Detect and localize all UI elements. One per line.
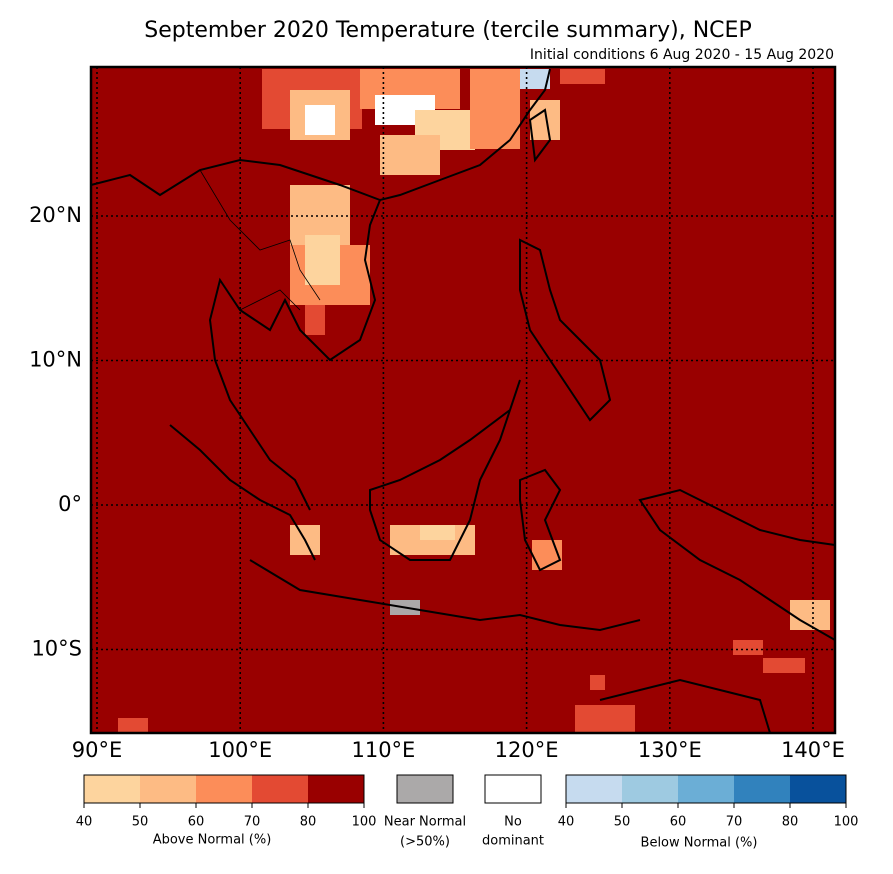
lat-label: 20°N (29, 203, 82, 227)
lon-label: 100°E (208, 738, 272, 762)
anomaly-patches (118, 69, 830, 733)
colorbar-segment (622, 775, 678, 803)
lat-label: 0° (58, 492, 82, 516)
colorbar-tick-label: 100 (834, 815, 859, 830)
colorbar-segment (734, 775, 790, 803)
none-label: dominant (482, 834, 544, 849)
colorbar-tick-label: 50 (614, 815, 631, 830)
lon-label: 90°E (72, 738, 123, 762)
map-background (91, 67, 835, 733)
lon-label: 110°E (351, 738, 415, 762)
colorbar-tick-label: 40 (76, 815, 93, 830)
colorbar-segment (566, 775, 622, 803)
lat-label: 10°S (31, 637, 82, 661)
colorbar-segment (308, 775, 364, 803)
lon-label: 130°E (638, 738, 702, 762)
colorbar-tick-label: 60 (670, 815, 687, 830)
colorbar-segment (140, 775, 196, 803)
near-normal-swatch (396, 774, 454, 804)
colorbar-frame (83, 774, 365, 804)
near-label: Near Normal (384, 815, 466, 830)
colorbar-tick-label: 70 (244, 815, 261, 830)
colorbar-frame (565, 774, 847, 804)
near-label: (>50%) (400, 835, 450, 850)
legend: Above Normal (%) Below Normal (%) Near N… (76, 774, 859, 851)
colorbar-segment (678, 775, 734, 803)
lon-label: 120°E (495, 738, 559, 762)
map-frame (89, 65, 837, 735)
colorbar-tick-label: 60 (188, 815, 205, 830)
colorbar-tick-label: 80 (782, 815, 799, 830)
colorbar-tick-label: 50 (132, 815, 149, 830)
colorbar-tick-label: 100 (352, 815, 377, 830)
above-label: Above Normal (%) (153, 833, 272, 848)
colorbar-tick-label: 80 (300, 815, 317, 830)
colorbar-tick-label: 70 (726, 815, 743, 830)
none-label: No (504, 815, 522, 830)
lat-label: 10°N (29, 348, 82, 372)
graticule (91, 67, 835, 733)
colorbar-segment (84, 775, 140, 803)
title: September 2020 Temperature (tercile summ… (144, 18, 751, 43)
colorbar-segment (790, 775, 846, 803)
below-label: Below Normal (%) (641, 836, 758, 851)
lon-label: 140°E (781, 738, 845, 762)
colorbar-segment (196, 775, 252, 803)
coastlines (90, 68, 836, 734)
colorbar-tick-label: 40 (558, 815, 575, 830)
no-dominant-swatch (484, 774, 542, 804)
subtitle: Initial conditions 6 Aug 2020 - 15 Aug 2… (530, 47, 834, 63)
colorbar-segment (252, 775, 308, 803)
